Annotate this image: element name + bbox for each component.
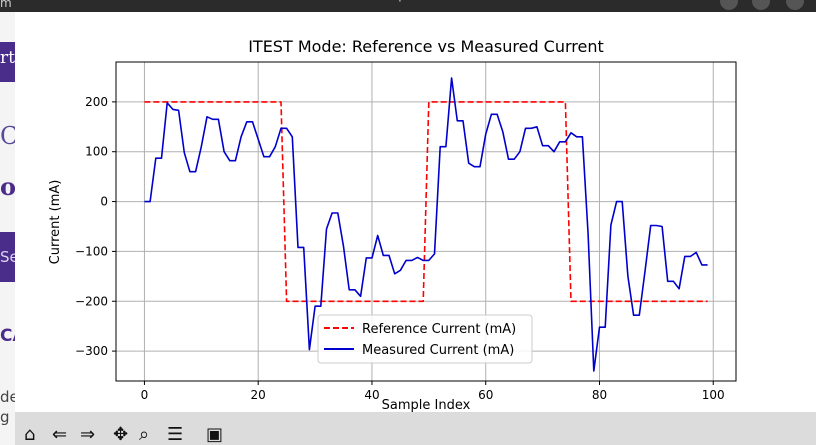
- zoom-icon[interactable]: ⌕: [139, 424, 150, 445]
- background-text-g: g: [0, 408, 10, 426]
- background-text-ca: CA: [0, 326, 15, 346]
- forward-icon[interactable]: ⇒: [80, 424, 96, 445]
- figure-canvas: 0 20 40 60 80 100 −300 −200 −100 0 100 200 ITEST M…: [15, 12, 816, 413]
- background-text-se: Se: [0, 248, 15, 266]
- close-button[interactable]: [786, 0, 804, 10]
- chart-svg: 0 20 40 60 80 100 −300 −200 −100 0 100 200 ITEST M…: [48, 37, 737, 413]
- background-text-rt: rt: [0, 48, 15, 68]
- pan-icon[interactable]: ✥: [113, 424, 129, 445]
- back-icon[interactable]: ⇐: [52, 424, 68, 445]
- home-icon[interactable]: ⌂: [24, 424, 36, 445]
- legend-label-reference: Reference Current (mA): [362, 322, 516, 337]
- x-axis-ticks: 0 20 40 60 80 100: [141, 381, 725, 402]
- y-tick-label: −200: [75, 294, 108, 308]
- window-title: m: [0, 0, 12, 10]
- y-axis-label: Current (mA): [48, 180, 63, 265]
- y-tick-label: −100: [75, 244, 108, 258]
- window-title-mark: ·: [398, 0, 402, 8]
- background-text-c: C: [0, 122, 15, 150]
- navigation-toolbar: ⌂ ⇐ ⇒ ✥ ⌕ ☰ ▣: [15, 412, 816, 445]
- y-tick-label: −300: [75, 344, 108, 358]
- x-tick-label: 20: [251, 388, 266, 402]
- x-tick-label: 40: [364, 388, 379, 402]
- configure-icon[interactable]: ☰: [167, 424, 184, 445]
- background-header-band: [0, 42, 15, 82]
- reference-current-line: [144, 101, 708, 303]
- x-tick-label: 0: [141, 388, 149, 402]
- minimize-button[interactable]: [720, 0, 738, 10]
- y-axis-ticks: −300 −200 −100 0 100 200: [75, 95, 116, 358]
- maximize-button[interactable]: [752, 0, 770, 10]
- chart-title: ITEST Mode: Reference vs Measured Curren…: [248, 37, 604, 56]
- background-text-de: de: [0, 388, 15, 406]
- plot-frame: [115, 61, 737, 382]
- save-icon[interactable]: ▣: [206, 424, 224, 445]
- window-titlebar: m ·: [0, 0, 816, 12]
- background-button-band: [0, 232, 15, 282]
- x-axis-label: Sample Index: [382, 398, 471, 412]
- background-text-o: o: [0, 172, 15, 201]
- y-tick-label: 100: [85, 145, 108, 159]
- x-tick-label: 80: [592, 388, 607, 402]
- legend-box: [317, 314, 533, 364]
- y-tick-label: 0: [100, 195, 108, 209]
- legend-label-measured: Measured Current (mA): [362, 343, 514, 358]
- background-window-strip: rt C o Se CA de g: [0, 12, 15, 445]
- legend: Reference Current (mA) Measured Current …: [317, 314, 533, 364]
- reference-series: [144, 101, 708, 303]
- measured-series: [144, 77, 708, 372]
- y-tick-label: 200: [85, 95, 108, 109]
- x-tick-label: 100: [702, 388, 725, 402]
- measured-current-line: [144, 77, 708, 372]
- x-tick-label: 60: [478, 388, 493, 402]
